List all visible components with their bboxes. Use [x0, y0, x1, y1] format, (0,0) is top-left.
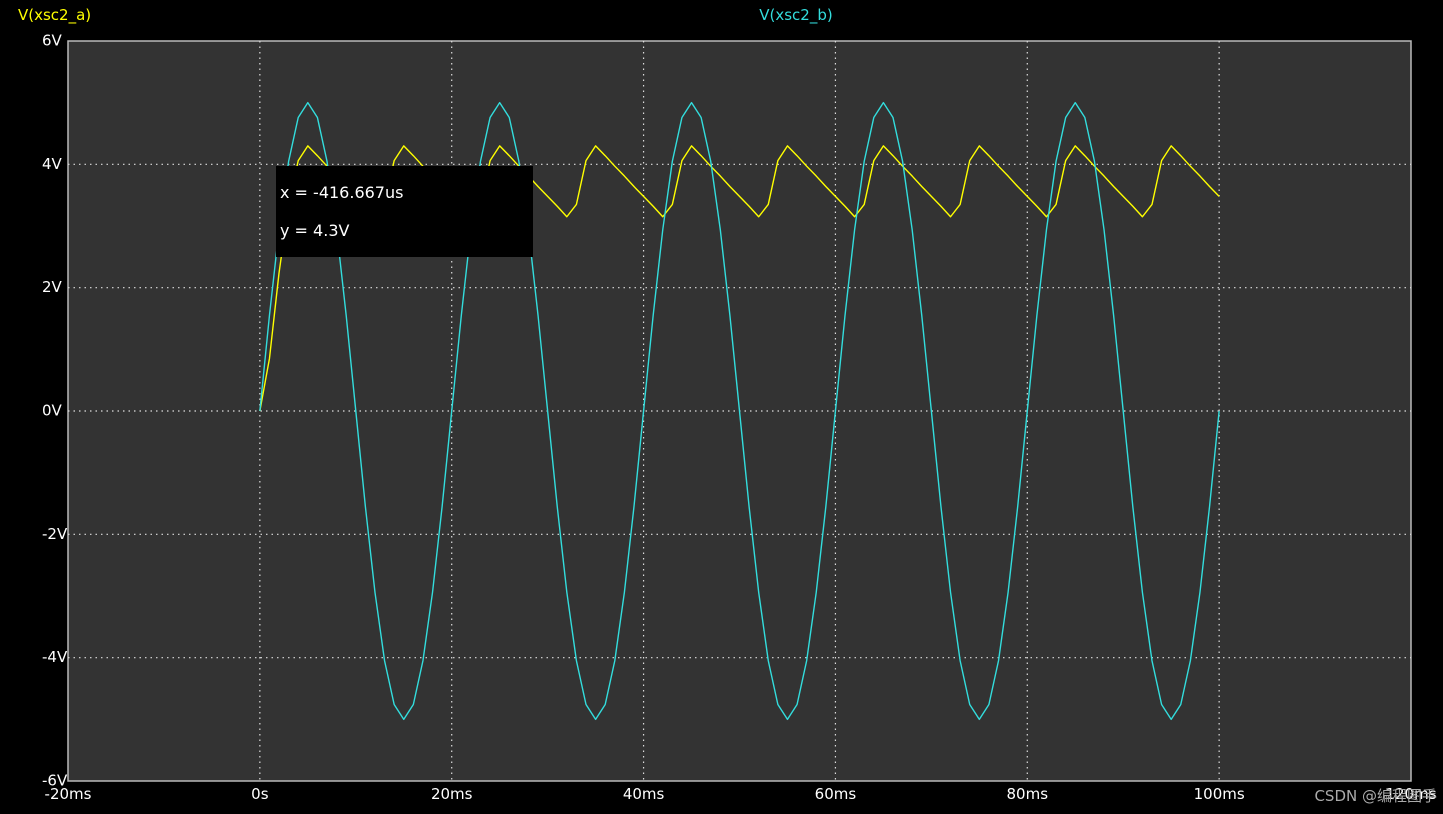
- x-tick-label: 100ms: [1194, 785, 1245, 803]
- x-tick-label: -20ms: [45, 785, 92, 803]
- y-tick-label: 0V: [42, 402, 63, 420]
- y-tick-label: -2V: [42, 525, 68, 543]
- y-tick-label: -6V: [42, 772, 68, 790]
- y-tick-label: -4V: [42, 648, 68, 666]
- y-tick-label: 2V: [42, 278, 63, 296]
- x-tick-label: 0s: [251, 785, 269, 803]
- cursor-readout-text: y = 4.3V: [280, 221, 349, 240]
- x-tick-label: 20ms: [431, 785, 473, 803]
- cursor-readout-text: x = -416.667us: [280, 183, 403, 202]
- x-tick-label: 120ms: [1385, 785, 1436, 803]
- y-tick-label: 4V: [42, 155, 63, 173]
- x-tick-label: 60ms: [815, 785, 857, 803]
- legend-label: V(xsc2_b): [759, 6, 832, 25]
- y-tick-label: 6V: [42, 32, 63, 50]
- series-line: [259, 145, 1220, 412]
- x-tick-label: 40ms: [623, 785, 665, 803]
- series-line: [259, 101, 1220, 721]
- x-tick-label: 80ms: [1007, 785, 1049, 803]
- watermark: CSDN @编程图手: [1314, 787, 1437, 805]
- cursor-readout-box: [276, 166, 533, 257]
- legend-label: V(xsc2_a): [18, 6, 91, 25]
